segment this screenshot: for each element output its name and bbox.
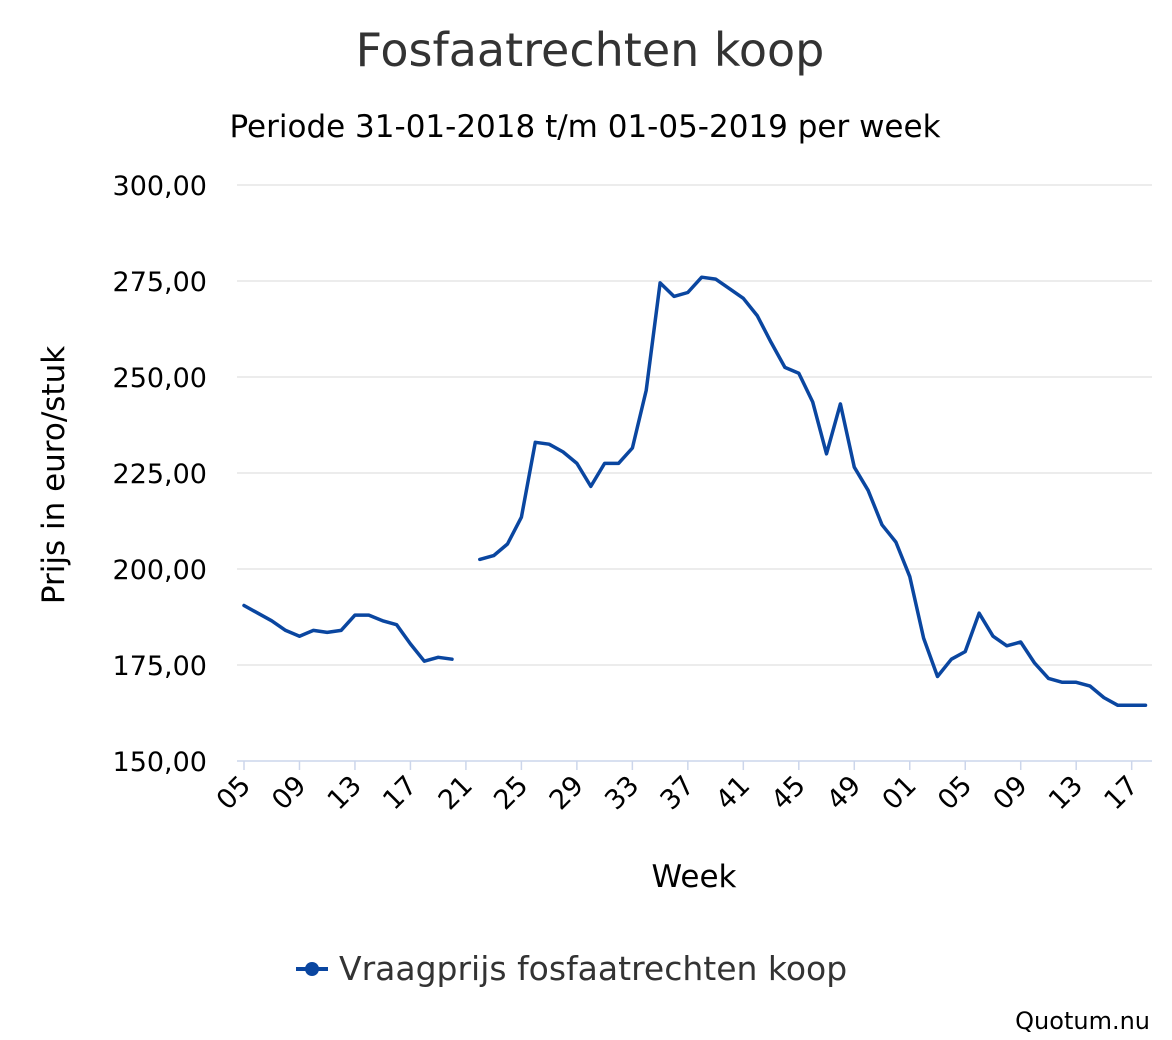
chart-subtitle: Periode 31-01-2018 t/m 01-05-2019 per we… (229, 109, 940, 145)
y-tick-label: 250,00 (113, 363, 207, 394)
x-axis-ticks: 05 09 13 17 21 25 29 33 37 41 45 49 01 05 09 13 17 (211, 761, 1145, 816)
x-tick-label: 33 (599, 770, 645, 816)
x-tick-label: 21 (433, 770, 479, 816)
chart-title: Fosfaatrechten koop (356, 23, 825, 77)
y-axis-title: Prijs in euro/stuk (36, 346, 72, 604)
series-line[interactable] (242, 603, 454, 663)
y-tick-label: 275,00 (113, 267, 207, 298)
y-tick-label: 200,00 (113, 555, 207, 586)
y-tick-label: 300,00 (113, 171, 207, 202)
x-tick-label: 13 (322, 770, 368, 816)
y-tick-label: 225,00 (113, 459, 207, 490)
x-tick-label: 25 (488, 770, 534, 816)
credit-text[interactable]: Quotum.nu (1015, 1007, 1150, 1035)
legend[interactable]: Vraagprijs fosfaatrechten koop (296, 949, 847, 988)
y-tick-label: 175,00 (113, 651, 207, 682)
x-tick-label: 05 (211, 770, 257, 816)
legend-marker-icon (305, 962, 319, 976)
x-axis-title: Week (652, 859, 737, 895)
y-axis-ticks: 150,00 175,00 200,00 225,00 250,00 275,00 300,… (113, 171, 207, 778)
series-line[interactable] (478, 275, 1148, 708)
x-tick-label: 45 (766, 770, 812, 816)
x-tick-label: 01 (876, 770, 922, 816)
series-lines (242, 275, 1148, 708)
x-tick-label: 13 (1043, 770, 1089, 816)
legend-label: Vraagprijs fosfaatrechten koop (339, 949, 847, 988)
x-tick-label: 37 (655, 770, 701, 816)
y-tick-label: 150,00 (113, 747, 207, 778)
x-tick-label: 17 (1098, 770, 1144, 816)
x-tick-label: 17 (377, 770, 423, 816)
x-tick-label: 49 (821, 770, 867, 816)
x-tick-label: 09 (987, 770, 1033, 816)
x-tick-label: 41 (710, 770, 756, 816)
x-tick-label: 05 (932, 770, 978, 816)
x-tick-label: 29 (544, 770, 590, 816)
x-tick-label: 09 (266, 770, 312, 816)
grid-lines (237, 184, 1152, 666)
